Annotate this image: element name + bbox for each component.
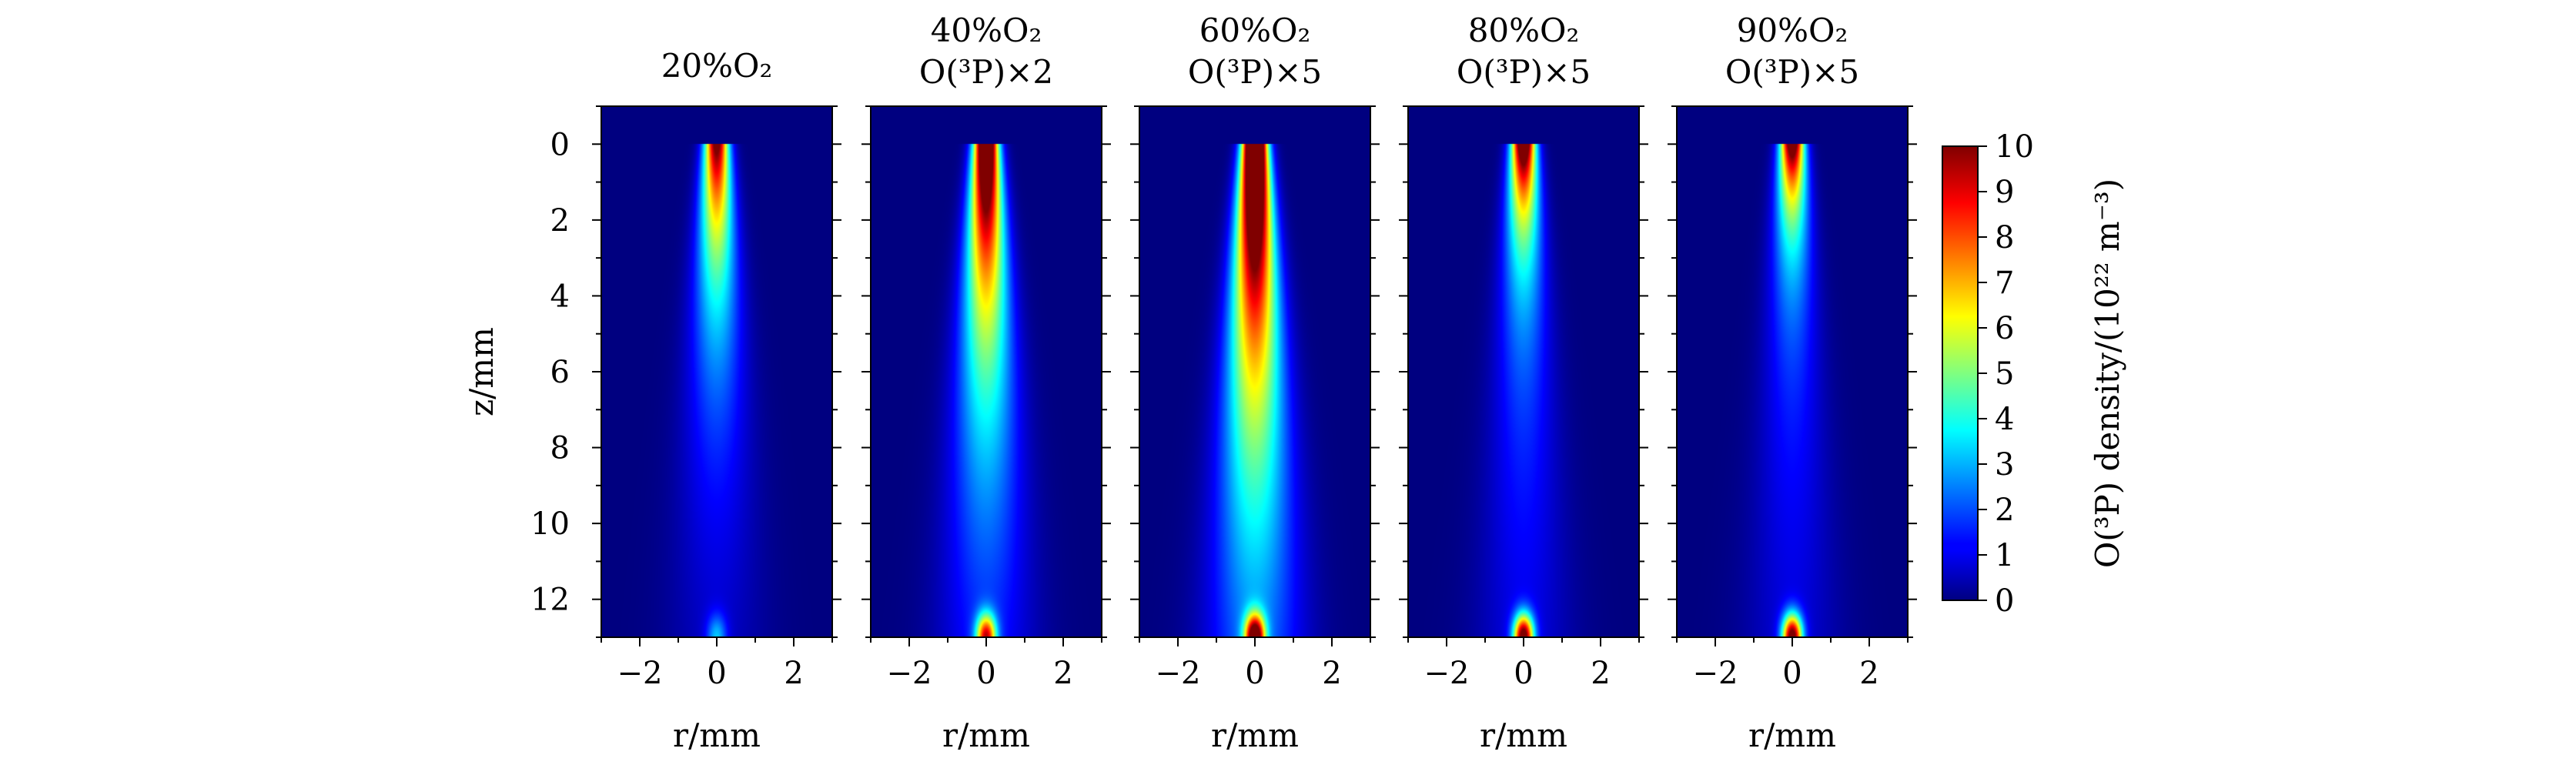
panel-5: −2 0 2 r/mm 90%O₂ O(³P)×5 xyxy=(1668,12,1917,754)
colorbar-label: O(³P) density/(10²² m⁻³) xyxy=(2089,179,2126,568)
x-axis-label: r/mm xyxy=(1748,717,1836,754)
x-tick-label: −2 xyxy=(1156,656,1201,691)
colorbar-tick-label: 0 xyxy=(1995,583,2014,619)
colorbar-tick-label: 4 xyxy=(1995,402,2014,437)
panel-1: −2 0 2 r/mm 20%O₂ xyxy=(592,47,841,754)
colorbar-tick-label: 6 xyxy=(1995,311,2014,346)
y-tick-label: 2 xyxy=(550,203,570,239)
x-tick-label: −2 xyxy=(617,656,663,691)
heatmap-panels: −2 0 2 r/mm 20%O₂ −2 0 2 r/mm 40%O₂ O(³P)×2 −2 0 2 r/m… xyxy=(592,12,1917,754)
y-tick-label: 6 xyxy=(550,355,570,390)
x-tick-label: 0 xyxy=(707,656,726,691)
heatmap-image xyxy=(871,106,1102,637)
y-tick-label: 12 xyxy=(530,583,570,618)
panel-title-line1: 80%O₂ xyxy=(1468,12,1580,49)
y-tick-label: 10 xyxy=(530,506,570,542)
colorbar-tick-label: 5 xyxy=(1995,356,2014,392)
x-tick-label: 2 xyxy=(784,656,803,691)
colorbar-tick-label: 9 xyxy=(1995,175,2014,210)
colorbar-tick-label: 1 xyxy=(1995,538,2014,573)
colorbar-tick-label: 7 xyxy=(1995,266,2014,301)
x-axis-label: r/mm xyxy=(1480,717,1567,754)
panel-title-line1: 40%O₂ xyxy=(931,12,1042,49)
panel-title-line1: 20%O₂ xyxy=(661,47,773,85)
x-tick-label: 0 xyxy=(1514,656,1533,691)
y-tick-label: 4 xyxy=(550,279,570,314)
x-tick-label: 0 xyxy=(1782,656,1802,691)
colorbar-tick-label: 8 xyxy=(1995,220,2014,256)
x-tick-label: −2 xyxy=(887,656,932,691)
x-tick-label: −2 xyxy=(1424,656,1470,691)
colorbar: 0 1 2 3 4 5 6 7 8 9 10 O(³P) density/(10²² m⁻³) xyxy=(1942,129,2126,619)
panel-title-line2: O(³P)×2 xyxy=(919,53,1053,91)
x-axis-label: r/mm xyxy=(673,717,761,754)
colorbar-tick-label: 2 xyxy=(1995,493,2014,528)
x-tick-label: 2 xyxy=(1859,656,1878,691)
x-tick-label: 2 xyxy=(1322,656,1341,691)
colorbar-tick-label: 10 xyxy=(1995,129,2034,165)
heatmap-image xyxy=(1139,106,1370,637)
panel-2: −2 0 2 r/mm 40%O₂ O(³P)×2 xyxy=(861,12,1111,754)
panel-title-line2: O(³P)×5 xyxy=(1457,53,1591,91)
panel-3: −2 0 2 r/mm 60%O₂ O(³P)×5 xyxy=(1130,12,1380,754)
panel-4: −2 0 2 r/mm 80%O₂ O(³P)×5 xyxy=(1399,12,1648,754)
x-axis-label: r/mm xyxy=(1211,717,1299,754)
colorbar-tick-label: 3 xyxy=(1995,447,2014,483)
panel-title-line2: O(³P)×5 xyxy=(1188,53,1322,91)
heatmap-image xyxy=(601,106,832,637)
x-axis-label: r/mm xyxy=(942,717,1030,754)
x-tick-label: 0 xyxy=(1245,656,1264,691)
y-axis-label: z/mm xyxy=(463,327,500,416)
z-axis: 0 2 4 6 8 10 12 z/mm xyxy=(463,127,570,617)
panel-title-line1: 90%O₂ xyxy=(1737,12,1848,49)
y-tick-label: 8 xyxy=(550,431,570,466)
heatmap-image xyxy=(1408,106,1639,637)
x-tick-label: −2 xyxy=(1693,656,1738,691)
x-tick-label: 2 xyxy=(1591,656,1610,691)
panel-title-line2: O(³P)×5 xyxy=(1725,53,1859,91)
x-tick-label: 0 xyxy=(976,656,995,691)
heatmap-image xyxy=(1677,106,1908,637)
y-tick-label: 0 xyxy=(550,127,570,162)
panel-title-line1: 60%O₂ xyxy=(1199,12,1311,49)
colorbar-gradient xyxy=(1942,146,1978,600)
x-tick-label: 2 xyxy=(1053,656,1072,691)
